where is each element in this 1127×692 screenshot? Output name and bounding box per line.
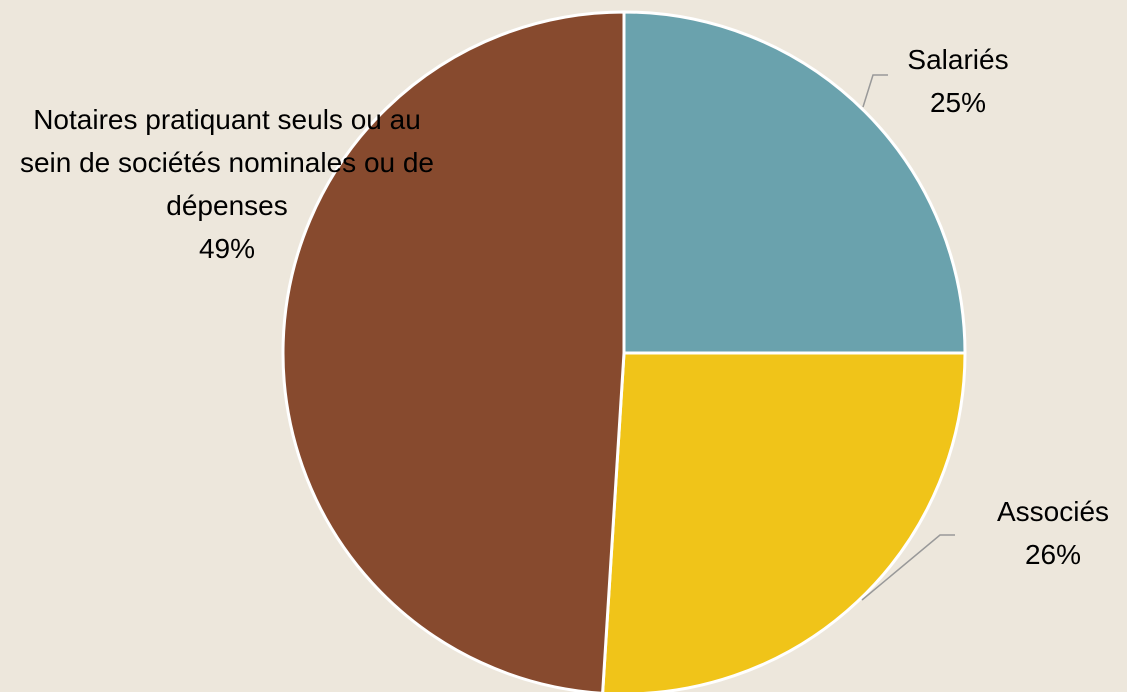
leader-line: [861, 534, 955, 601]
slice-label: Notaires pratiquant seuls ou au sein de …: [12, 98, 442, 270]
leader-line: [862, 74, 888, 108]
category-label: Salariés: [907, 44, 1009, 75]
value-label: 49%: [198, 233, 256, 264]
value-label: 26%: [1024, 539, 1082, 570]
slice-label: Associés 26%: [953, 490, 1127, 576]
pie-slice: [281, 10, 626, 692]
value-label: 25%: [929, 87, 987, 118]
category-label: Associés: [996, 496, 1110, 527]
category-label: Notaires pratiquant seuls ou au sein de …: [19, 104, 435, 221]
slices: [281, 10, 967, 692]
slice-label: Salariés 25%: [858, 38, 1058, 124]
pie-slice: [622, 10, 967, 355]
pie-slice: [601, 351, 967, 692]
